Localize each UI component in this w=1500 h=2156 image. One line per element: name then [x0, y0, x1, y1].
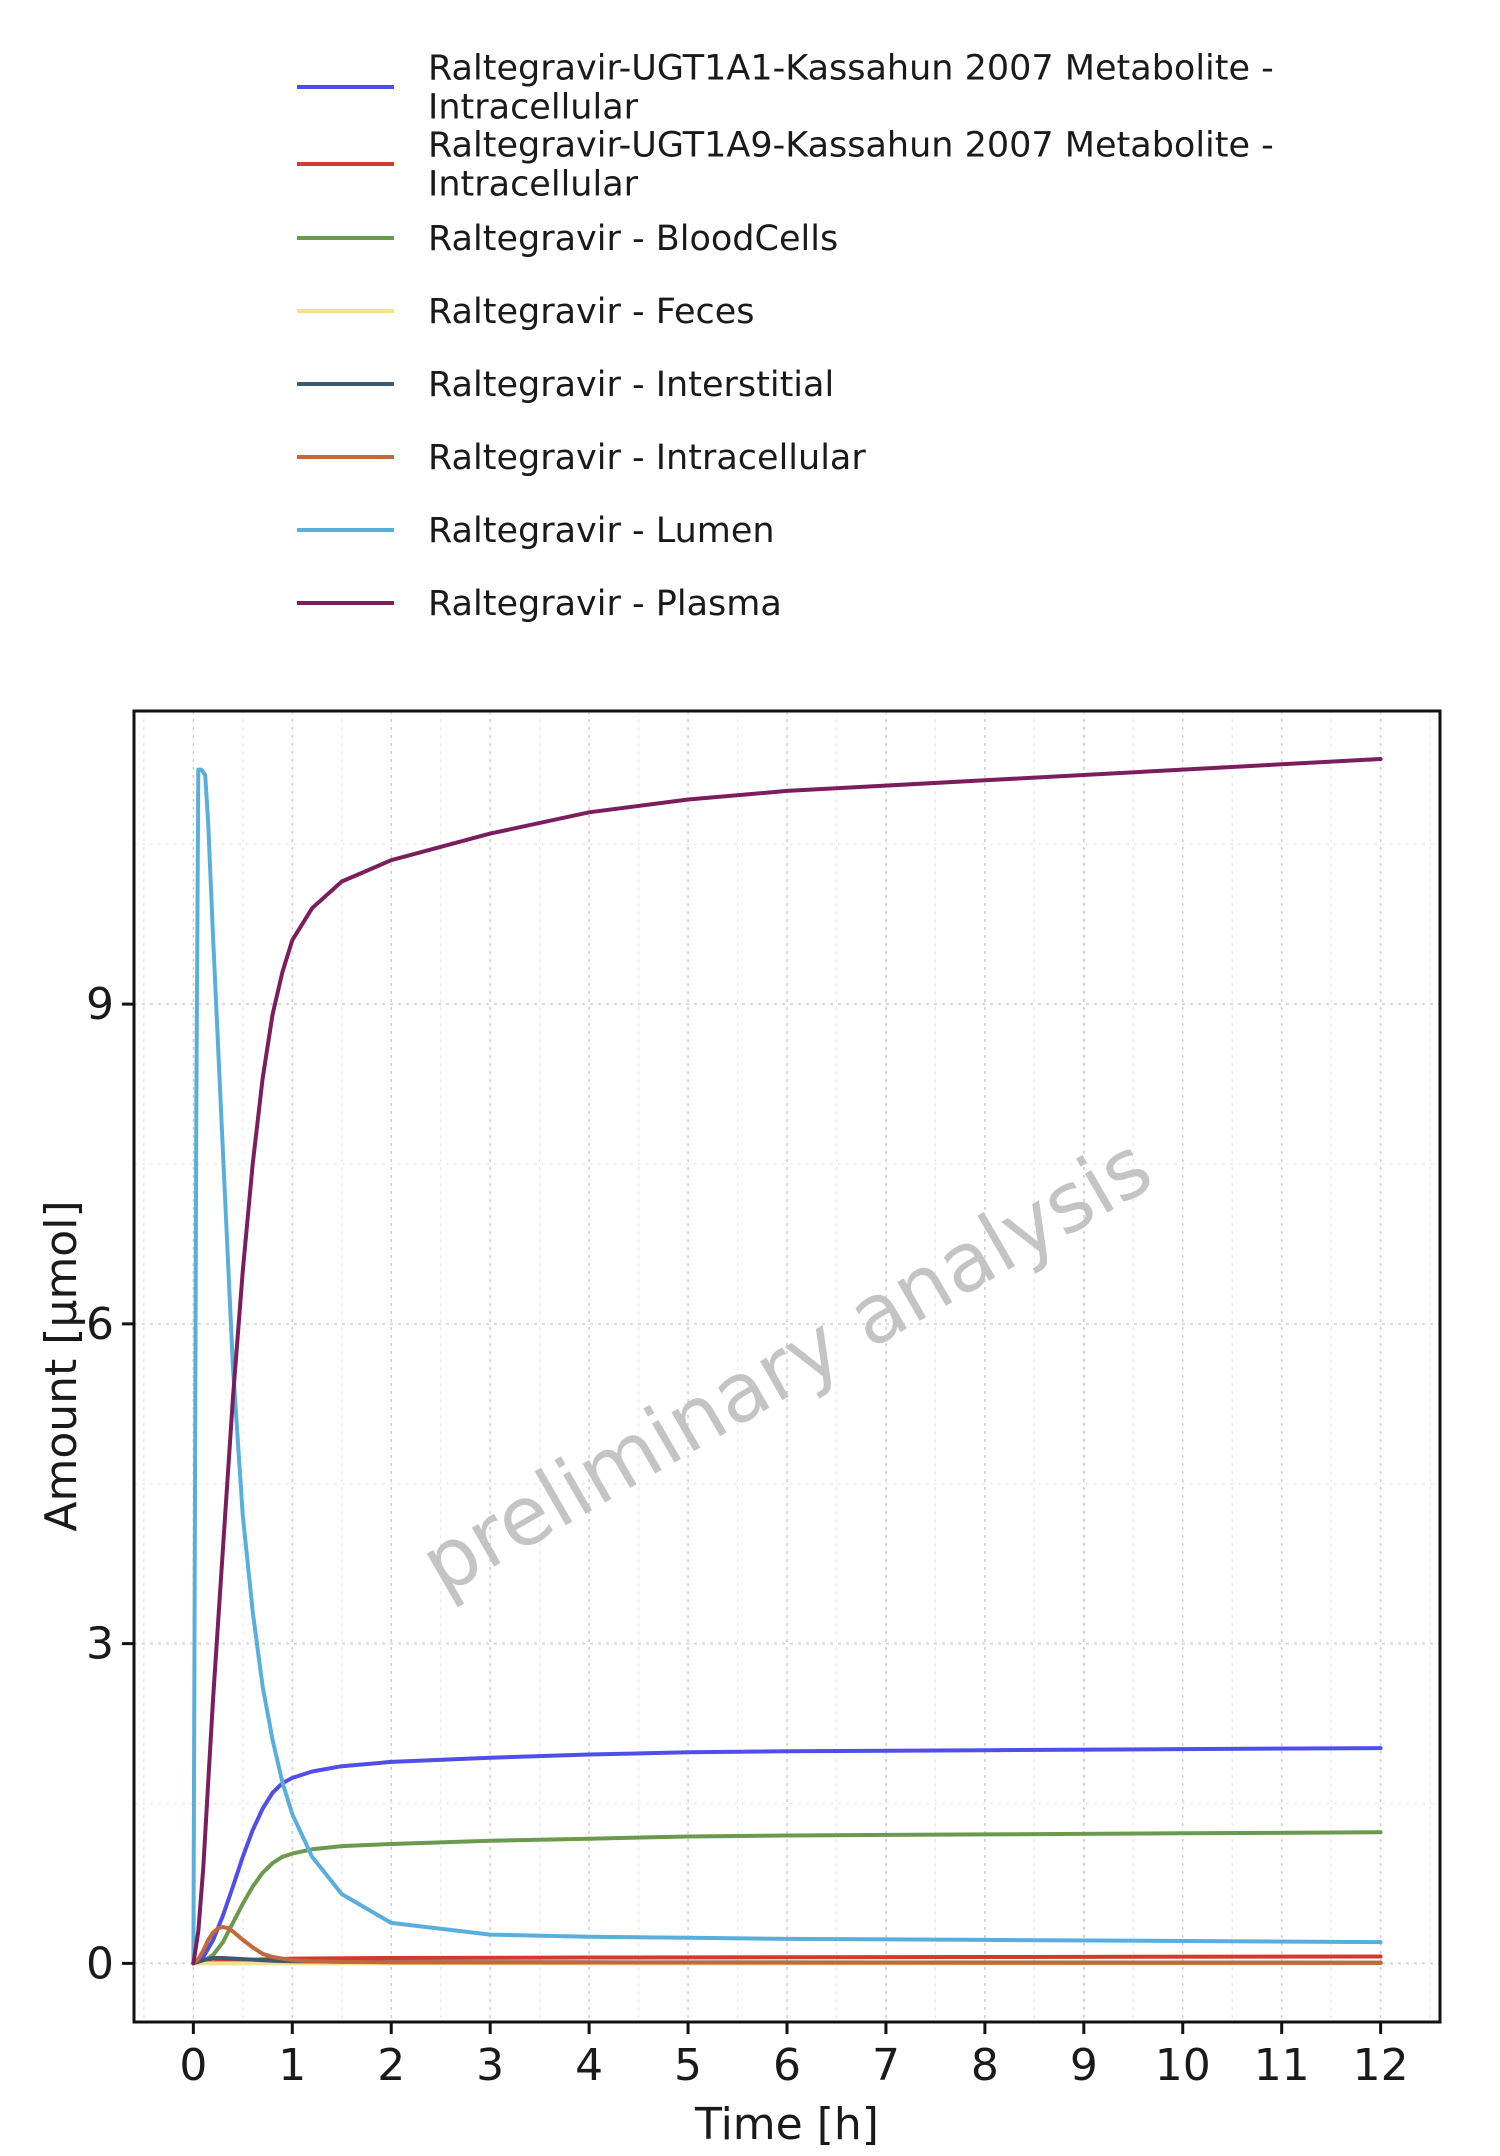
x-tick-label: 12: [1353, 2040, 1409, 2091]
grid-minor: [134, 711, 1440, 2022]
y-tick-label: 6: [86, 1299, 114, 1350]
legend-label: Intracellular: [428, 165, 639, 205]
legend-label: Raltegravir - Feces: [428, 292, 755, 332]
x-axis-ticks: 0 1 2 3 4 5 6 7 8 9 10 11 12: [179, 2022, 1409, 2091]
legend-label: Raltegravir - Intracellular: [428, 438, 866, 478]
legend-label: Raltegravir-UGT1A9-Kassahun 2007 Metabol…: [428, 126, 1274, 166]
grid-major: [134, 711, 1440, 2022]
series-line-5: [191, 1925, 1383, 1966]
legend-label: Raltegravir - Plasma: [428, 584, 782, 624]
x-tick-label: 7: [872, 2040, 900, 2091]
x-tick-label: 1: [278, 2040, 306, 2091]
legend-item: Raltegravir - Intracellular: [297, 438, 866, 478]
y-tick-label: 3: [86, 1619, 114, 1670]
legend-item: Raltegravir - Plasma: [297, 584, 782, 624]
x-tick-label: 9: [1070, 2040, 1098, 2091]
x-tick-label: 2: [377, 2040, 405, 2091]
y-tick-label: 9: [86, 979, 114, 1030]
x-tick-label: 0: [179, 2040, 207, 2091]
x-tick-label: 3: [476, 2040, 504, 2091]
legend-item: Raltegravir - Interstitial: [297, 365, 834, 405]
legend-label: Raltegravir - BloodCells: [428, 219, 838, 259]
x-tick-label: 11: [1254, 2040, 1310, 2091]
x-tick-label: 8: [971, 2040, 999, 2091]
legend-item: Raltegravir-UGT1A1-Kassahun 2007 Metabol…: [297, 49, 1274, 128]
x-tick-label: 4: [575, 2040, 603, 2091]
legend-item: Raltegravir - Feces: [297, 292, 755, 332]
legend-label: Raltegravir - Interstitial: [428, 365, 834, 405]
series-lines: [191, 757, 1383, 1966]
legend-item: Raltegravir-UGT1A9-Kassahun 2007 Metabol…: [297, 126, 1274, 205]
legend-label: Raltegravir-UGT1A1-Kassahun 2007 Metabol…: [428, 49, 1274, 89]
y-axis-ticks: 0 3 6 9: [86, 979, 134, 1989]
y-tick-label: 0: [86, 1938, 114, 1989]
series-line-2: [191, 1830, 1383, 1966]
x-tick-label: 10: [1155, 2040, 1211, 2091]
legend-label: Intracellular: [428, 88, 639, 128]
y-axis-title: Amount [µmol]: [36, 1200, 87, 1531]
legend-label: Raltegravir - Lumen: [428, 511, 775, 551]
series-line-6: [191, 767, 1383, 1966]
series-line-7: [191, 757, 1383, 1966]
x-tick-label: 6: [773, 2040, 801, 2091]
legend-item: Raltegravir - BloodCells: [297, 219, 838, 259]
series-line-0: [191, 1746, 1383, 1966]
x-tick-label: 5: [674, 2040, 702, 2091]
x-axis-title: Time [h]: [694, 2099, 879, 2150]
legend-item: Raltegravir - Lumen: [297, 511, 775, 551]
legend: Raltegravir-UGT1A1-Kassahun 2007 Metabol…: [297, 49, 1274, 624]
